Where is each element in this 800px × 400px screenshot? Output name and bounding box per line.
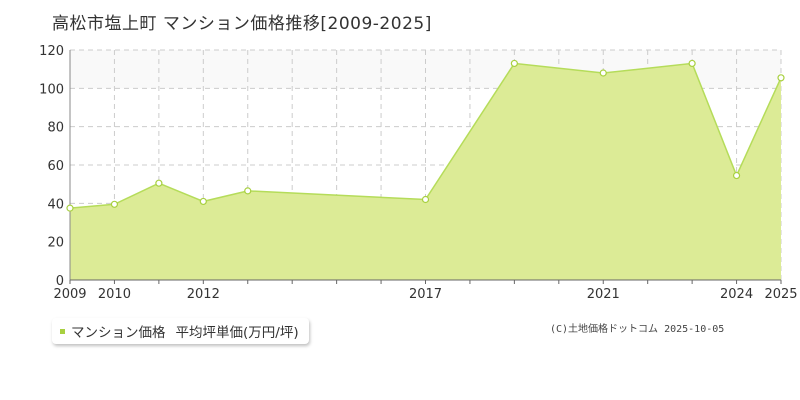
y-tick-label: 0: [56, 274, 64, 289]
axis-layer: [69, 50, 782, 284]
data-point: [421, 195, 430, 204]
x-tick-label: 2025: [764, 287, 797, 302]
x-tick-label: 2017: [409, 287, 442, 302]
legend-unit-label: 平均坪単価(万円/坪): [175, 325, 299, 341]
label-layer: 0 20 40 60 80 100 120 2009 2010 2012 2017 2021 2024 2…: [39, 44, 797, 302]
x-tick-label: 2009: [53, 287, 86, 302]
data-point: [688, 59, 696, 68]
x-tick-label: 2010: [98, 287, 131, 302]
y-tick-label: 120: [39, 44, 64, 59]
data-point: [110, 200, 119, 208]
y-tick-label: 80: [47, 121, 64, 136]
data-point: [510, 59, 518, 68]
legend-swatch: [60, 328, 65, 334]
data-point: [66, 204, 74, 212]
data-point: [599, 69, 607, 77]
y-tick-label: 40: [47, 197, 64, 212]
y-tick-label: 60: [47, 159, 64, 174]
data-point: [199, 197, 207, 206]
series-area: [70, 63, 781, 280]
marker-layer: [66, 59, 785, 212]
y-tick-label: 100: [39, 82, 64, 97]
data-point: [732, 171, 741, 180]
x-tick-label: 2021: [587, 287, 620, 302]
data-point: [777, 74, 785, 82]
x-tick-label: 2024: [720, 287, 753, 302]
data-point: [244, 187, 252, 195]
y-tick-label: 20: [47, 236, 64, 251]
data-point: [155, 179, 163, 187]
x-tick-label: 2012: [187, 287, 220, 302]
legend-series-label: マンション価格: [71, 325, 166, 341]
chart-title: 高松市塩上町 マンション価格推移[2009-2025]: [52, 14, 432, 34]
legend: マンション価格 平均坪単価(万円/坪): [52, 318, 309, 344]
copyright-text: (C)土地価格ドットコム 2025-10-05: [550, 324, 725, 335]
